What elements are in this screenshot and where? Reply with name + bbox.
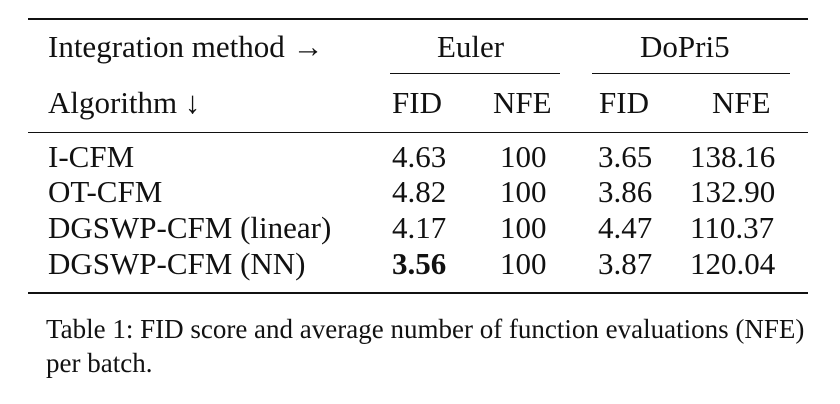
- dopri-fid-cell: 3.87: [598, 246, 653, 281]
- euler-nfe-cell: 100: [500, 139, 547, 174]
- dopri-cmidrule: [592, 73, 790, 74]
- algorithm-header: Algorithm ↓: [48, 85, 201, 120]
- euler-nfe-cell: 100: [500, 174, 547, 209]
- euler-nfe-cell: 100: [500, 246, 547, 281]
- algorithm-cell: I-CFM: [48, 139, 135, 174]
- euler-fid-cell: 4.63: [392, 139, 447, 174]
- mid-rule: [28, 132, 808, 133]
- dopri-nfe-cell: 132.90: [690, 174, 776, 209]
- dopri-fid-cell: 3.86: [598, 174, 653, 209]
- euler-fid-cell: 4.17: [392, 210, 447, 245]
- euler-cmidrule: [390, 73, 560, 74]
- euler-fid-cell-best: 3.56: [392, 246, 447, 281]
- table-caption: Table 1: FID score and average number of…: [46, 314, 805, 378]
- top-rule: [28, 18, 808, 20]
- integration-method-header: Integration method →: [48, 29, 324, 64]
- dopri-fid-header: FID: [599, 85, 649, 120]
- algorithm-cell: DGSWP-CFM (NN): [48, 246, 306, 281]
- euler-fid-cell: 4.82: [392, 174, 447, 209]
- dopri-nfe-cell: 120.04: [690, 246, 776, 281]
- dopri-header: DoPri5: [640, 29, 730, 64]
- euler-fid-header: FID: [392, 85, 442, 120]
- euler-header: Euler: [437, 29, 505, 64]
- algorithm-cell: DGSWP-CFM (linear): [48, 210, 332, 245]
- euler-nfe-cell: 100: [500, 210, 547, 245]
- dopri-fid-cell: 4.47: [598, 210, 653, 245]
- dopri-nfe-cell: 138.16: [690, 139, 776, 174]
- dopri-nfe-cell: 110.37: [690, 210, 775, 245]
- dopri-nfe-header: NFE: [712, 85, 771, 120]
- dopri-fid-cell: 3.65: [598, 139, 653, 174]
- algorithm-cell: OT-CFM: [48, 174, 163, 209]
- euler-nfe-header: NFE: [493, 85, 552, 120]
- bottom-rule: [28, 292, 808, 294]
